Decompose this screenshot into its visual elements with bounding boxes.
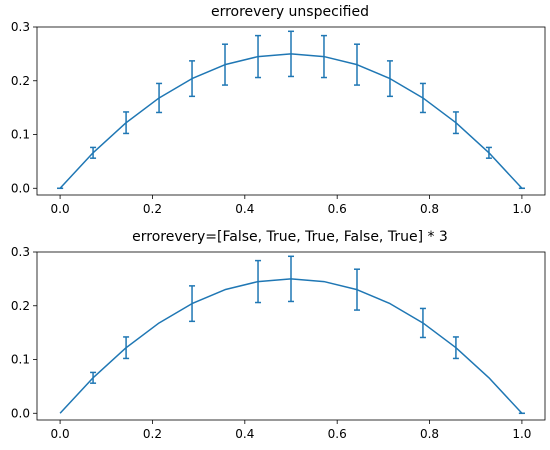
series-line bbox=[59, 278, 523, 414]
x-tick-label: 1.0 bbox=[512, 427, 531, 441]
y-tick-label: 0.0 bbox=[11, 181, 30, 195]
y-tick-label: 0.2 bbox=[11, 299, 30, 313]
chart-title: errorevery=[False, True, True, False, Tr… bbox=[132, 229, 448, 245]
y-tick-label: 0.0 bbox=[11, 406, 30, 420]
x-tick-label: 0.2 bbox=[143, 427, 162, 441]
axes-frame bbox=[36, 26, 546, 196]
y-tick-label: 0.3 bbox=[11, 245, 30, 259]
y-tick-label: 0.1 bbox=[11, 353, 30, 367]
x-tick-label: 0.6 bbox=[328, 202, 347, 216]
x-tick-label: 0.0 bbox=[51, 202, 70, 216]
y-tick-label: 0.1 bbox=[11, 128, 30, 142]
series-line bbox=[59, 53, 523, 189]
subplot-top: errorevery unspecified 0.0 0.2 0.4 0.6 0.8 1.… bbox=[11, 4, 546, 216]
subplot-bottom: errorevery=[False, True, True, False, Tr… bbox=[11, 229, 546, 441]
x-tick-label: 0.8 bbox=[420, 427, 439, 441]
axes-frame bbox=[36, 251, 546, 421]
x-tick-label: 0.6 bbox=[328, 427, 347, 441]
x-tick-label: 0.8 bbox=[420, 202, 439, 216]
y-tick-label: 0.2 bbox=[11, 74, 30, 88]
x-tick-label: 0.4 bbox=[235, 202, 254, 216]
x-tick-label: 0.4 bbox=[235, 427, 254, 441]
chart-title: errorevery unspecified bbox=[211, 4, 369, 20]
x-tick-label: 0.0 bbox=[51, 427, 70, 441]
x-tick-label: 1.0 bbox=[512, 202, 531, 216]
x-tick-label: 0.2 bbox=[143, 202, 162, 216]
y-tick-label: 0.3 bbox=[11, 20, 30, 34]
